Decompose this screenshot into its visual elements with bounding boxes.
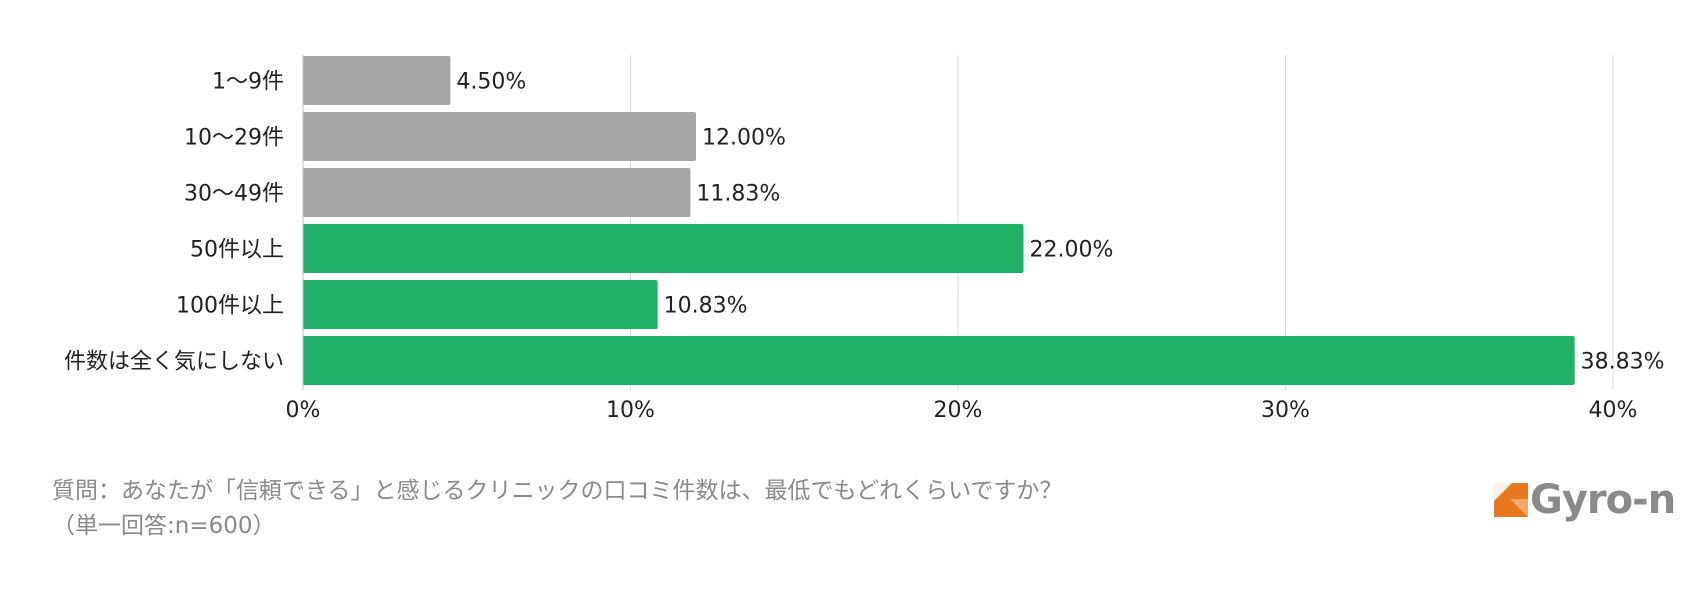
category-label: 50件以上 bbox=[190, 238, 284, 263]
bar bbox=[303, 280, 658, 329]
value-label: 38.83% bbox=[1581, 350, 1665, 375]
category-label: 30〜49件 bbox=[184, 182, 284, 207]
bar-chart: 1〜9件 4.50% 10〜29件 12.00% 30〜49件 11.83% 50件以上 22… bbox=[64, 55, 1665, 423]
category-label: 1〜9件 bbox=[212, 70, 284, 95]
bar bbox=[303, 112, 696, 161]
question-caption: 質問：あなたが「信頼できる」と感じるクリニックの口コミ件数は、最低でもどれくらい… bbox=[52, 474, 1062, 544]
value-label: 10.83% bbox=[664, 294, 748, 319]
bar bbox=[303, 224, 1024, 273]
x-tick-label: 10% bbox=[606, 398, 655, 423]
value-label: 22.00% bbox=[1030, 238, 1114, 263]
x-tick-label: 30% bbox=[1261, 398, 1310, 423]
logo-text: Gyro-n bbox=[1530, 477, 1676, 523]
bar bbox=[303, 56, 451, 105]
gyro-n-logo: Gyro-n bbox=[1494, 476, 1676, 524]
category-label: 100件以上 bbox=[176, 294, 284, 319]
value-label: 4.50% bbox=[456, 70, 526, 95]
question-text: 質問：あなたが「信頼できる」と感じるクリニックの口コミ件数は、最低でもどれくらい… bbox=[52, 478, 1063, 504]
x-tick-label: 0% bbox=[286, 398, 321, 423]
bar bbox=[303, 168, 691, 217]
x-tick-label: 20% bbox=[934, 398, 983, 423]
bar bbox=[303, 336, 1575, 385]
category-label: 件数は全く気にしない bbox=[64, 350, 284, 375]
response-note: （単一回答:n=600） bbox=[52, 513, 276, 539]
category-label: 10〜29件 bbox=[184, 126, 284, 151]
value-label: 11.83% bbox=[696, 182, 780, 207]
value-label: 12.00% bbox=[702, 126, 786, 151]
x-tick-label: 40% bbox=[1589, 398, 1638, 423]
logo-mark-icon bbox=[1494, 483, 1528, 517]
